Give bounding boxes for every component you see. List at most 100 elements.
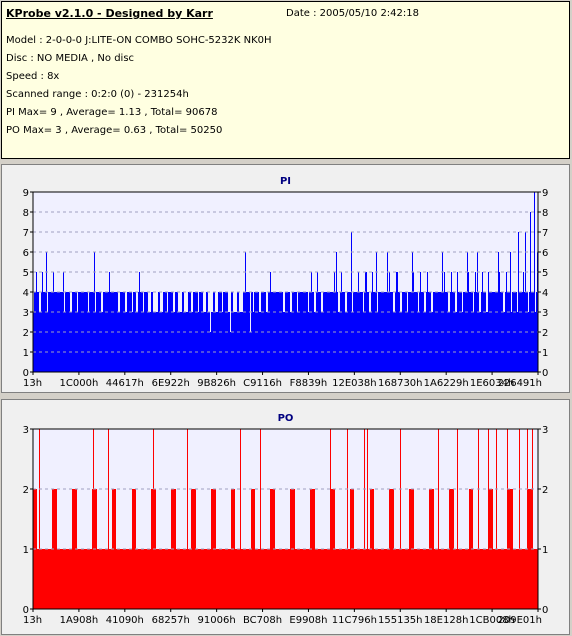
data-bar [339, 549, 340, 609]
data-bar [264, 292, 265, 372]
data-bar [449, 312, 450, 372]
data-bar [257, 549, 258, 609]
data-bar [263, 549, 264, 609]
data-bar [317, 549, 318, 609]
data-bar [372, 272, 373, 372]
data-bar [445, 292, 446, 372]
data-bar [408, 549, 409, 609]
data-bar [424, 312, 425, 372]
data-bar [431, 312, 432, 372]
data-bar [166, 549, 167, 609]
data-bar [346, 312, 347, 372]
data-bar [391, 292, 392, 372]
data-bar [56, 489, 57, 609]
data-bar [492, 292, 493, 372]
data-bar [504, 549, 505, 609]
data-bar [349, 292, 350, 372]
data-bar [433, 292, 434, 372]
data-bar [154, 312, 155, 372]
data-bar [81, 549, 82, 609]
data-bar [161, 549, 162, 609]
data-bar [277, 292, 278, 372]
data-bar [448, 312, 449, 372]
data-bar [121, 549, 122, 609]
data-bar [272, 292, 273, 372]
data-bar [270, 272, 271, 372]
data-bar [276, 549, 277, 609]
data-bar [43, 292, 44, 372]
data-bar [484, 549, 485, 609]
data-bar [419, 549, 420, 609]
data-bar [347, 429, 348, 609]
data-bar [84, 292, 85, 372]
data-bar [306, 549, 307, 609]
data-bar [239, 549, 240, 609]
data-bar [138, 549, 139, 609]
data-bar [290, 489, 291, 609]
data-bar [63, 272, 64, 372]
data-bar [488, 272, 489, 372]
data-bar [204, 549, 205, 609]
data-bar [145, 549, 146, 609]
data-bar [480, 549, 481, 609]
data-bar [358, 549, 359, 609]
data-bar [332, 292, 333, 372]
data-bar [360, 549, 361, 609]
data-bar [301, 549, 302, 609]
data-bar [476, 549, 477, 609]
data-bar [134, 489, 135, 609]
data-bar [153, 312, 154, 372]
data-bar [248, 549, 249, 609]
data-bar [66, 292, 67, 372]
data-bar [346, 549, 347, 609]
data-bar [234, 489, 235, 609]
data-bar [364, 429, 365, 609]
data-bar [337, 549, 338, 609]
data-bar [407, 312, 408, 372]
data-bar [140, 292, 141, 372]
data-bar [131, 549, 132, 609]
data-bar [417, 549, 418, 609]
y-tick-label-right: 0 [542, 368, 548, 379]
po-chart-panel: PO 0 0 1 1 2 2 3 3 13h 1A908h 41090h 68257h 91006h BC7… [1, 399, 570, 635]
y-tick-label-right: 5 [542, 268, 548, 279]
data-bar [185, 549, 186, 609]
data-bar [159, 549, 160, 609]
data-bar [62, 549, 63, 609]
data-bar [153, 429, 154, 609]
data-bar [174, 312, 175, 372]
data-bar [375, 549, 376, 609]
data-bar [205, 312, 206, 372]
data-bar [357, 549, 358, 609]
y-tick-label-left: 1 [23, 348, 29, 359]
data-bar [426, 549, 427, 609]
data-bar [392, 489, 393, 609]
data-bar [110, 549, 111, 609]
data-bar [109, 549, 110, 609]
data-bar [272, 489, 273, 609]
data-bar [175, 489, 176, 609]
data-bar [398, 549, 399, 609]
data-bar [510, 252, 511, 372]
data-bar [103, 549, 104, 609]
data-bar [50, 292, 51, 372]
data-bar [450, 489, 451, 609]
data-bar [331, 489, 332, 609]
data-bar [354, 292, 355, 372]
data-bar [237, 549, 238, 609]
y-tick-label-right: 9 [542, 188, 548, 199]
data-bar [258, 292, 259, 372]
data-bar [394, 549, 395, 609]
data-bar [70, 549, 71, 609]
data-bar [149, 312, 150, 372]
data-bar [132, 489, 133, 609]
data-bar [230, 332, 231, 372]
data-bar [60, 549, 61, 609]
data-bar [434, 292, 435, 372]
data-bar [194, 489, 195, 609]
data-bar [254, 489, 255, 609]
data-bar [318, 549, 319, 609]
data-bar [517, 312, 518, 372]
data-bar [321, 312, 322, 372]
data-bar [404, 549, 405, 609]
